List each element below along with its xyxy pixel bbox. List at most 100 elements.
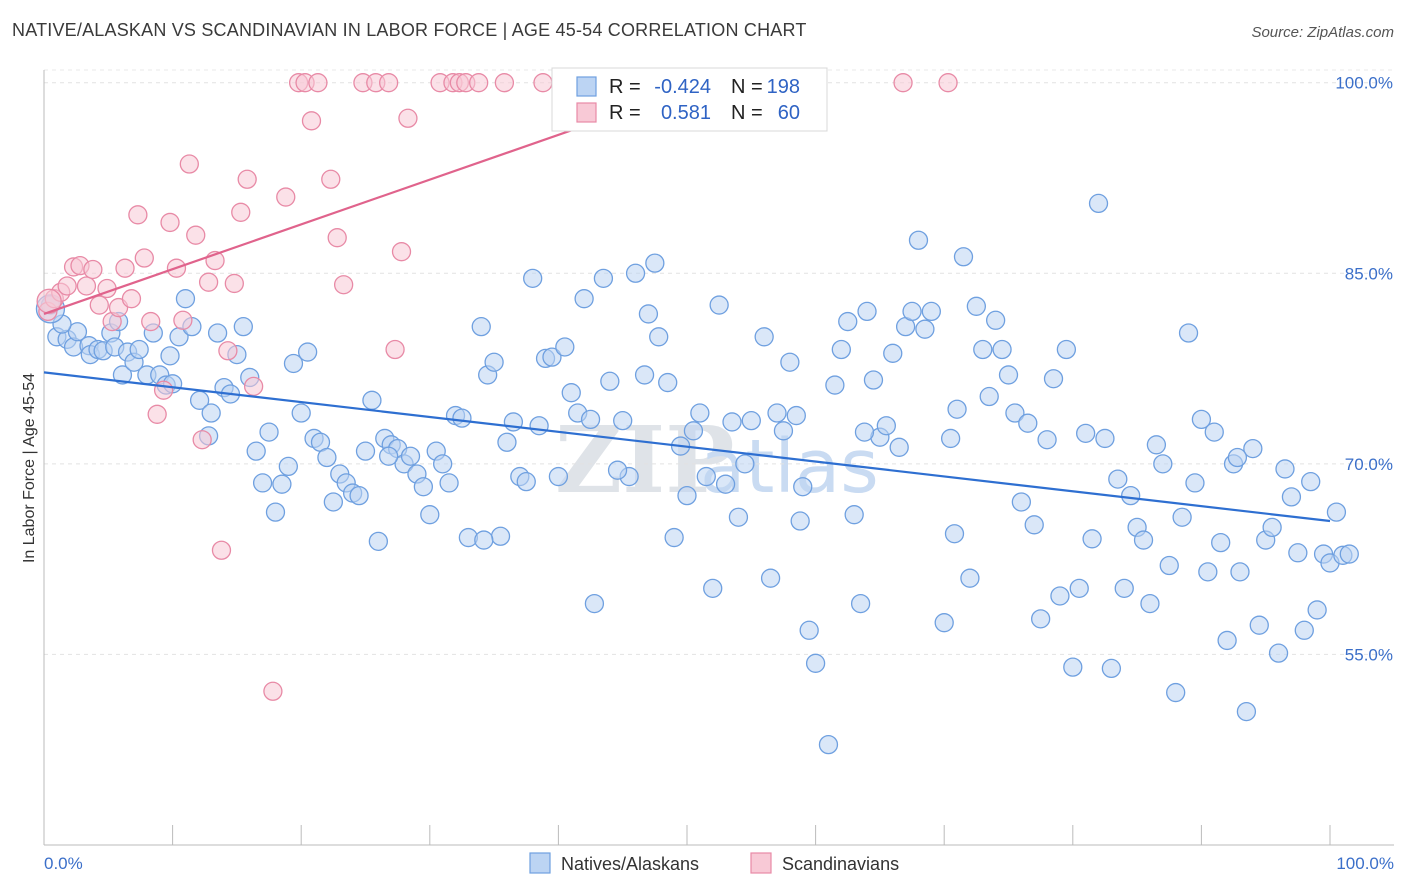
native-point [252,473,273,493]
native-point [690,403,710,423]
native-point [259,422,279,442]
bottom-legend-swatch-scandinavians [750,852,772,874]
native-point [703,578,723,599]
native-point [433,454,453,474]
scandinavian-point [198,272,219,292]
native-point [850,593,871,614]
y-tick-label: 85.0% [1345,264,1393,283]
native-point [175,289,196,309]
native-point [767,403,787,423]
x-tick-label-min: 0.0% [44,854,83,873]
native-point [1198,562,1218,582]
scandinavian-point [938,73,958,93]
native-point [1236,701,1257,722]
scandinavian-point [141,311,161,332]
native-point [844,505,864,525]
legend-n-value-2: 60 [778,102,800,124]
y-tick-label: 100.0% [1335,74,1393,93]
x-tick-label-max: 100.0% [1336,854,1394,873]
native-point [696,466,716,487]
native-point [1166,682,1186,703]
native-point [548,466,569,487]
native-point [915,319,935,339]
scandinavian-point [147,404,167,424]
axes [43,70,1394,846]
scandinavian-point [224,273,244,294]
native-point [1339,544,1359,564]
native-point [160,346,180,366]
scandinavian-point [378,73,399,93]
native-point [613,411,633,431]
native-point [1056,339,1077,360]
native-point [349,485,369,506]
native-point [876,416,896,436]
native-point [1088,193,1109,214]
native-point [908,230,929,250]
scandinavian-point [231,202,251,222]
native-point [889,437,909,457]
native-point [857,301,877,322]
native-point [201,403,221,423]
bottom-legend-swatch-natives [529,852,551,874]
native-point [979,386,999,407]
native-point [207,323,228,343]
native-point [709,295,729,315]
native-point [291,403,311,423]
native-point [780,352,800,372]
scandinavian-point [134,248,154,268]
native-point [1301,471,1321,492]
scandinavian-point [385,339,405,360]
native-point [1307,600,1327,620]
scandinavian-point [211,540,232,560]
native-point [799,620,819,640]
native-point [516,471,536,492]
scandinavian-point [391,242,412,262]
native-point [1159,555,1179,576]
native-point [1294,620,1314,640]
native-point [825,375,845,395]
native-point [297,342,318,362]
native-point [607,460,628,480]
native-point [1037,430,1057,450]
native-point [677,485,697,506]
native-point [1288,543,1308,563]
native-point [593,268,614,289]
scandinavian-point [893,73,913,93]
native-point [1069,578,1089,599]
native-point [998,365,1019,385]
native-point [863,370,884,390]
scandinavian-point [333,275,354,295]
scandinavian-point [115,258,135,278]
native-point [1230,562,1250,582]
native-point [805,653,826,673]
gridlines [44,69,1394,655]
native-point [1031,609,1051,629]
legend-box [551,67,828,132]
native-point [413,477,434,497]
native-point [625,263,646,283]
native-point [722,412,742,432]
native-point [634,365,655,385]
native-point [574,289,594,309]
native-point [600,371,620,391]
native-point [1268,643,1289,663]
native-point [1101,658,1122,679]
native-point [1082,529,1102,549]
legend-r-value-1: -0.424 [654,76,711,98]
source-credit: Source: ZipAtlas.com [1251,24,1394,41]
native-point [921,301,941,322]
scandinavian-point [160,212,180,233]
native-point [1005,403,1025,423]
native-point [378,446,399,466]
native-point [400,446,421,466]
series-legend: Natives/Alaskans Scandinavians [529,852,899,874]
native-point [854,422,875,442]
native-point [735,454,755,474]
native-point [1114,578,1134,599]
scandinavian-point [76,276,97,296]
native-point [1076,423,1096,444]
native-point [1204,422,1224,442]
native-point [497,432,517,452]
trend-line-natives [43,371,1331,523]
legend-r-value-2: 0.581 [661,102,711,124]
